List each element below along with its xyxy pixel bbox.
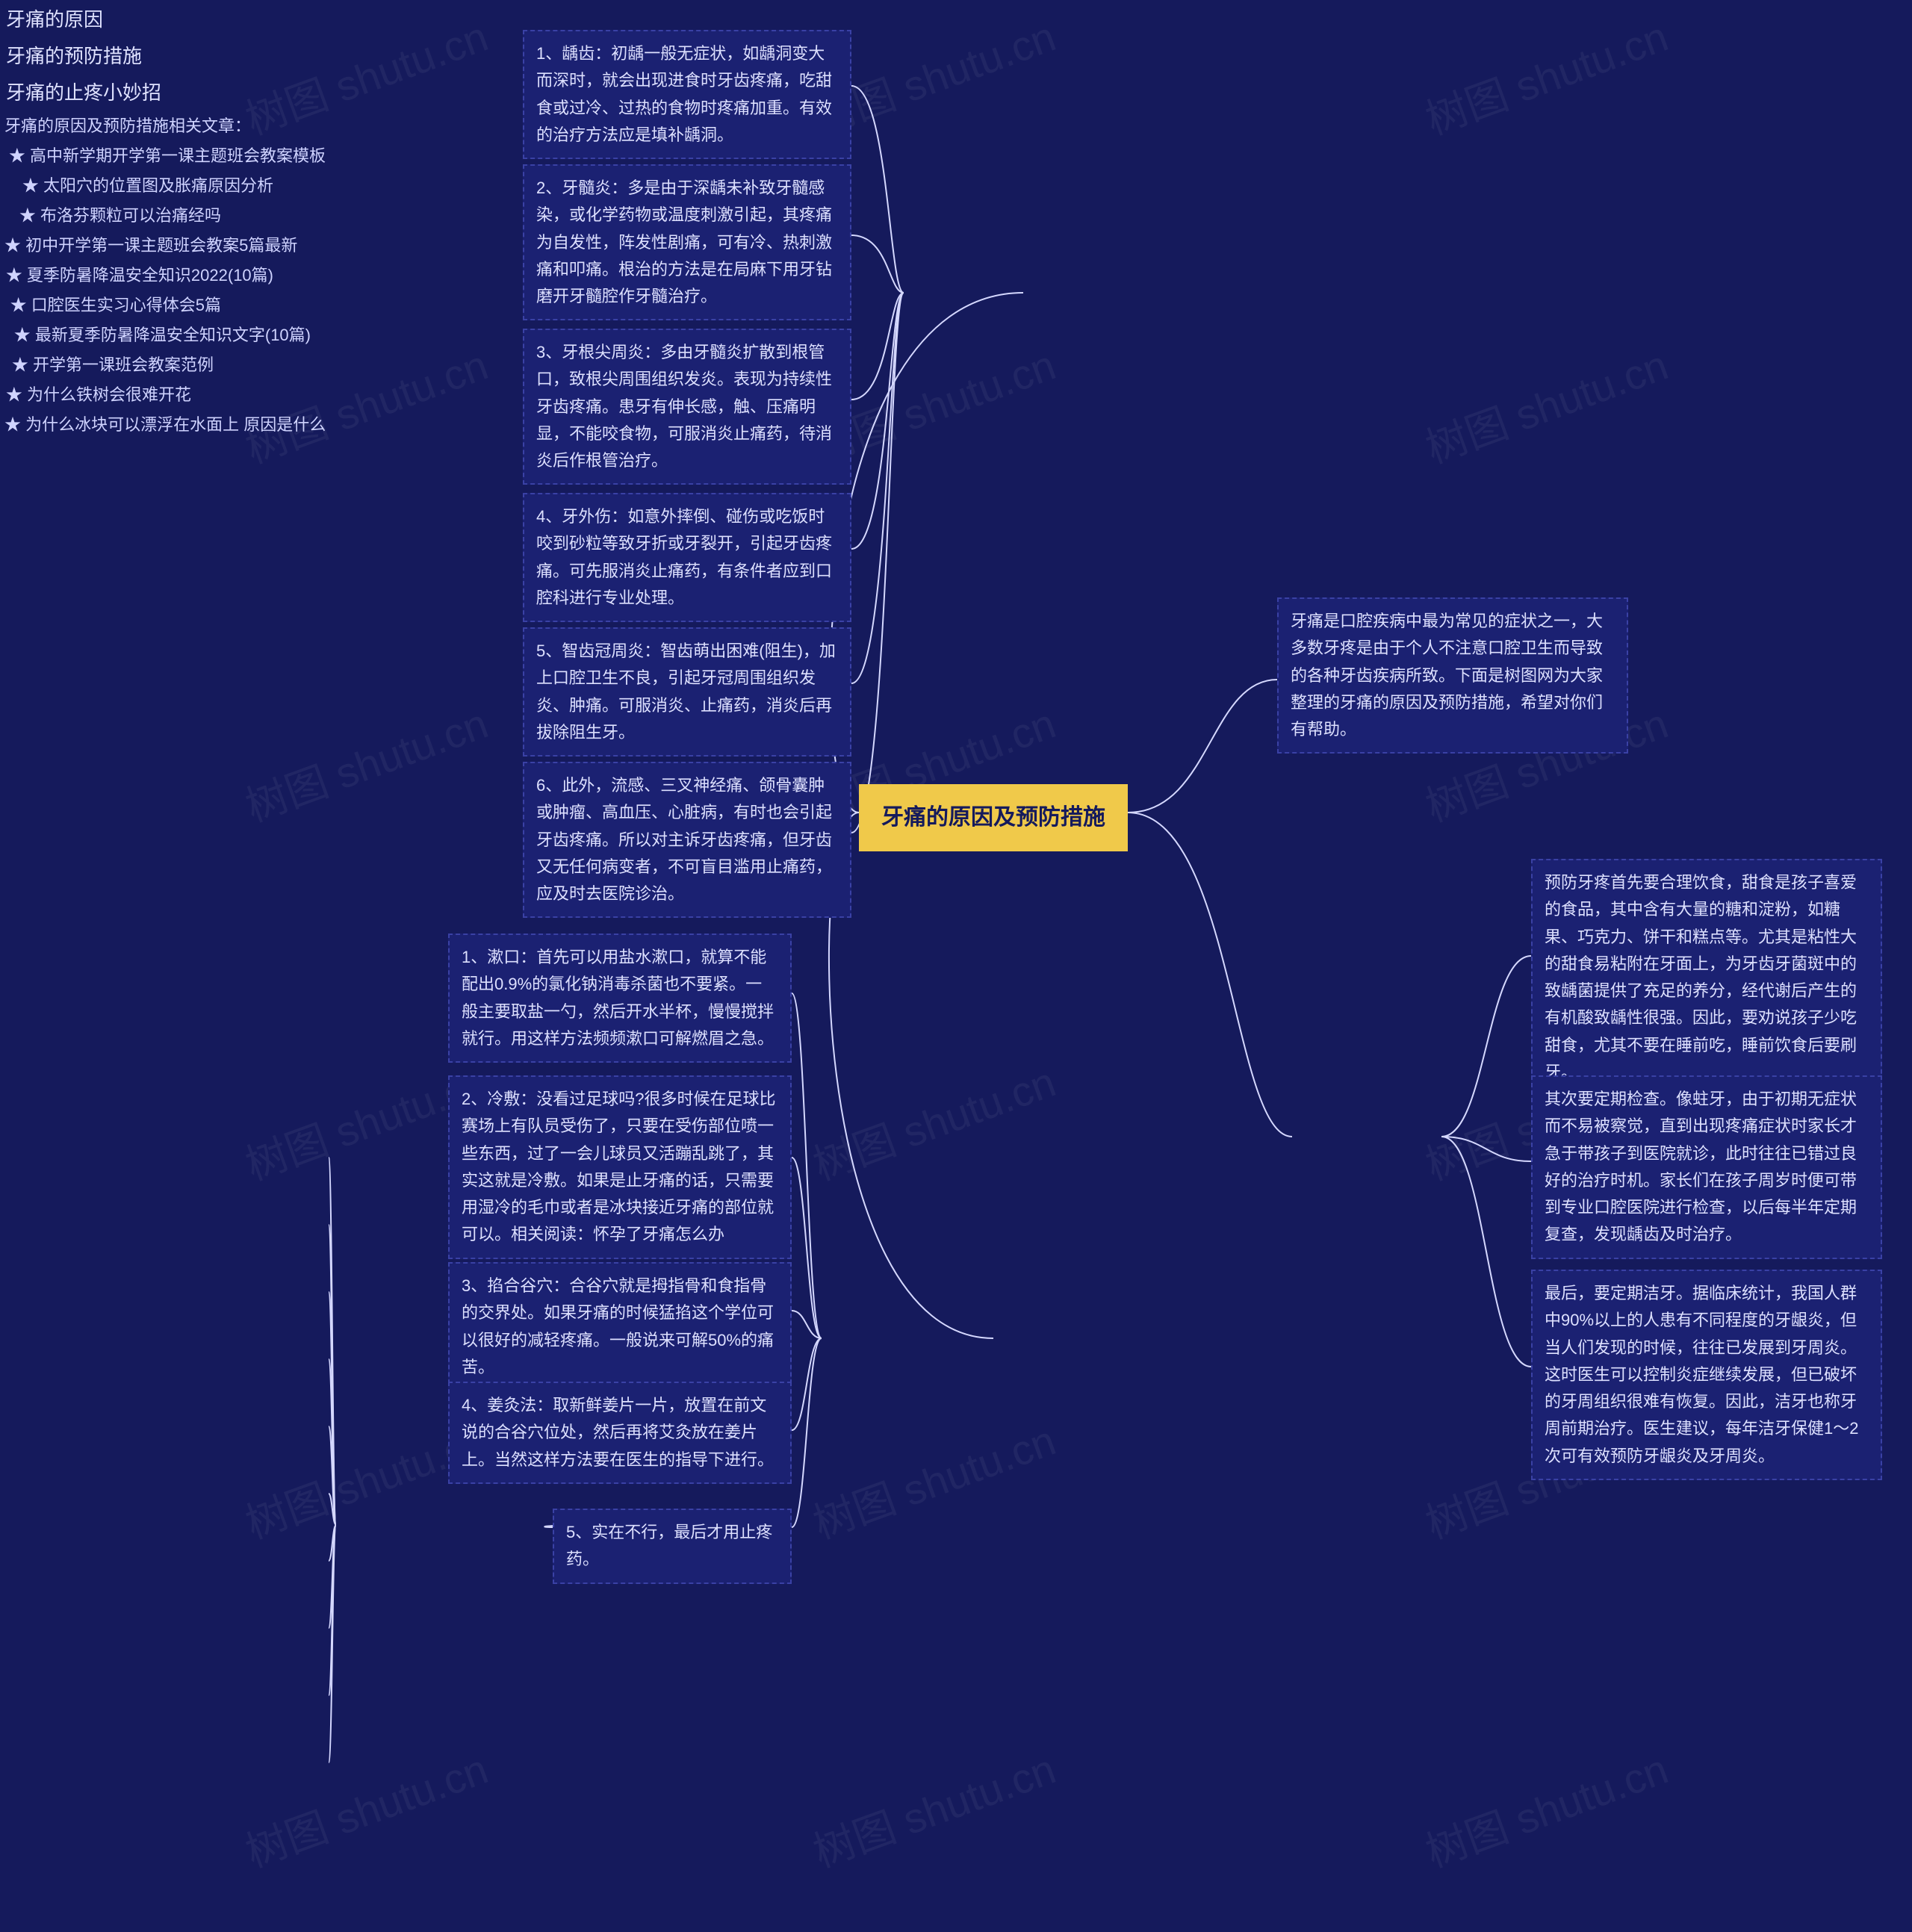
prevention-item: 最后，要定期洁牙。据临床统计，我国人群中90%以上的人患有不同程度的牙龈炎，但当… <box>1531 1270 1882 1480</box>
related-article: ★ 为什么冰块可以漂浮在水面上 原因是什么 <box>0 409 330 438</box>
related-article: ★ 最新夏季防暑降温安全知识文字(10篇) <box>0 319 315 349</box>
prevention-item: 其次要定期检查。像蛀牙，由于初期无症状而不易被察觉，直到出现疼痛症状时家长才急于… <box>1531 1075 1882 1259</box>
related-article: ★ 初中开学第一课主题班会教案5篇最新 <box>0 229 300 259</box>
tip-item: 2、冷敷：没看过足球吗?很多时候在足球比赛场上有队员受伤了，只要在受伤部位喷一些… <box>448 1075 792 1259</box>
prevention-topic: 牙痛的预防措施 <box>0 37 161 73</box>
cause-item: 6、此外，流感、三叉神经痛、颌骨囊肿或肿瘤、高血压、心脏病，有时也会引起牙齿疼痛… <box>523 762 851 918</box>
cause-item: 3、牙根尖周炎：多由牙髓炎扩散到根管口，致根尖周围组织发炎。表现为持续性牙齿疼痛… <box>523 329 851 485</box>
related-article: ★ 太阳穴的位置图及胀痛原因分析 <box>0 170 278 199</box>
related-article: ★ 夏季防暑降温安全知识2022(10篇) <box>0 259 278 289</box>
related-topic: 牙痛的原因及预防措施相关文章： <box>0 110 278 140</box>
intro-node: 牙痛是口腔疾病中最为常见的症状之一，大多数牙疼是由于个人不注意口腔卫生而导致的各… <box>1277 597 1628 754</box>
tip-item: 3、掐合谷穴：合谷穴就是拇指骨和食指骨的交界处。如果牙痛的时候猛掐这个学位可以很… <box>448 1262 792 1391</box>
related-article: ★ 布洛芬颗粒可以治痛经吗 <box>0 199 226 229</box>
cause-item: 5、智齿冠周炎：智齿萌出困难(阻生)，加上口腔卫生不良，引起牙冠周围组织发炎、肿… <box>523 627 851 757</box>
related-article: ★ 高中新学期开学第一课主题班会教案模板 <box>0 140 330 170</box>
cause-item: 2、牙髓炎：多是由于深龋未补致牙髓感染，或化学药物或温度刺激引起，其疼痛为自发性… <box>523 164 851 320</box>
root-node: 牙痛的原因及预防措施 <box>859 784 1128 851</box>
related-article: ★ 口腔医生实习心得体会5篇 <box>0 289 226 319</box>
tip-item: 5、实在不行，最后才用止疼药。 <box>553 1509 792 1584</box>
cause-item: 1、龋齿：初龋一般无症状，如龋洞变大而深时，就会出现进食时牙齿疼痛，吃甜食或过冷… <box>523 30 851 159</box>
cause-item: 4、牙外伤：如意外摔倒、碰伤或吃饭时咬到砂粒等致牙折或牙裂开，引起牙齿疼痛。可先… <box>523 493 851 622</box>
prevention-item: 预防牙疼首先要合理饮食，甜食是孩子喜爱的食品，其中含有大量的糖和淀粉，如糖果、巧… <box>1531 859 1882 1096</box>
tips-topic: 牙痛的止疼小妙招 <box>0 73 184 110</box>
causes-topic: 牙痛的原因 <box>0 0 131 37</box>
mindmap-canvas: 树图 shutu.cn树图 shutu.cn树图 shutu.cn树图 shut… <box>0 0 1912 1932</box>
related-article: ★ 为什么铁树会很难开花 <box>0 379 196 409</box>
related-article: ★ 开学第一课班会教案范例 <box>0 349 218 379</box>
tip-item: 4、姜灸法：取新鲜姜片一片，放置在前文说的合谷穴位处，然后再将艾灸放在姜片上。当… <box>448 1382 792 1484</box>
tip-item: 1、漱口：首先可以用盐水漱口，就算不能配出0.9%的氯化钠消毒杀菌也不要紧。一般… <box>448 934 792 1063</box>
